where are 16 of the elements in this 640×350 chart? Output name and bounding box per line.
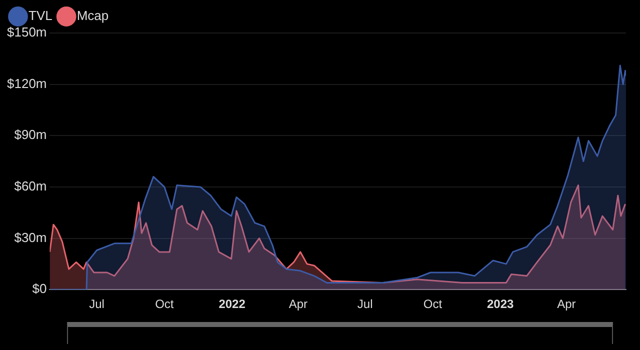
x-tick-label: Apr (288, 297, 308, 312)
x-tick-label: Jul (89, 297, 104, 312)
x-tick-label: Oct (155, 297, 174, 312)
y-tick-label: $0 (32, 281, 47, 296)
x-tick-label: Jul (357, 297, 373, 312)
legend-label: TVL (28, 8, 52, 24)
y-tick-label: $150m (7, 24, 47, 40)
y-tick-label: $90m (14, 127, 47, 142)
y-tick-label: $120m (7, 76, 47, 91)
y-tick-label: $30m (14, 230, 47, 245)
x-tick-label: Oct (423, 297, 443, 312)
x-tick-label: Apr (557, 297, 576, 312)
x-tick-label: 2022 (218, 297, 246, 312)
y-tick-label: $60m (14, 178, 47, 194)
legend-label: Mcap (76, 8, 109, 24)
x-tick-label: 2023 (486, 297, 514, 312)
